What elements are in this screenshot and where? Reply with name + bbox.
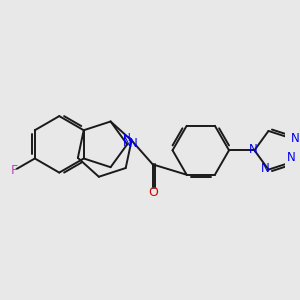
Text: O: O [148,186,158,199]
Text: N: N [249,143,257,156]
Text: N: N [261,162,269,175]
Text: H: H [123,133,131,143]
Text: F: F [11,164,18,177]
Text: N: N [291,132,300,145]
Text: N: N [287,151,296,164]
Text: N: N [129,137,137,150]
Text: N: N [123,136,132,149]
